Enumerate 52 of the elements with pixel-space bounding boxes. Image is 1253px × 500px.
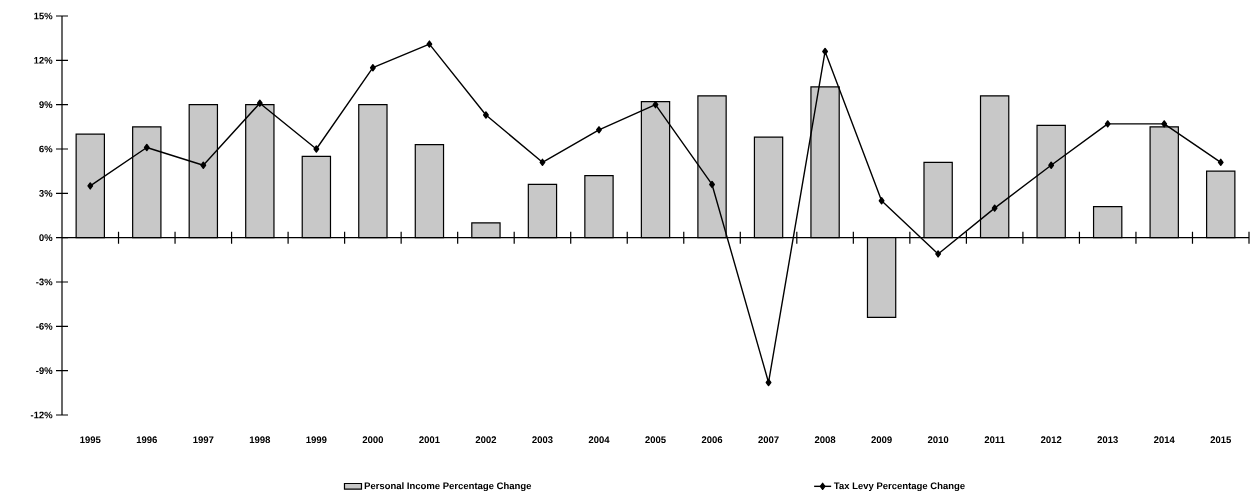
y-tick-label: 15% — [34, 12, 53, 20]
x-tick-label: 2008 — [814, 436, 836, 444]
x-tick-label: 2014 — [1153, 436, 1175, 444]
point — [313, 145, 320, 153]
x-tick-label: 2002 — [475, 436, 497, 444]
y-tick-label: -3% — [36, 278, 53, 286]
x-tick-label: 1999 — [306, 436, 327, 444]
x-tick-label: 2011 — [984, 436, 1005, 444]
x-tick-label: 2013 — [1097, 436, 1118, 444]
x-tick-label: 2007 — [758, 436, 779, 444]
point — [1048, 161, 1055, 169]
point — [426, 40, 433, 48]
point — [256, 99, 263, 107]
x-tick-label: 2015 — [1210, 436, 1232, 444]
point — [1161, 120, 1168, 128]
point — [369, 64, 376, 72]
y-tick-label: 6% — [39, 145, 53, 153]
point — [482, 111, 489, 119]
point — [878, 197, 885, 205]
point — [87, 182, 94, 190]
point — [935, 250, 942, 258]
y-tick-label: -9% — [36, 367, 53, 375]
y-tick-label: 3% — [39, 189, 53, 197]
point — [539, 158, 546, 166]
x-tick-label: 1997 — [193, 436, 214, 444]
point — [1217, 158, 1224, 166]
x-tick-label: 2001 — [419, 436, 440, 444]
point — [822, 47, 829, 56]
y-tick-label: -12% — [30, 411, 53, 419]
point — [765, 378, 772, 387]
point — [143, 143, 150, 152]
x-tick-label: 2000 — [362, 436, 384, 444]
x-tick-label: 1998 — [249, 436, 271, 444]
x-tick-label: 2009 — [871, 436, 892, 444]
x-tick-label: 2004 — [588, 436, 610, 444]
x-tick-label: 2010 — [927, 436, 949, 444]
x-tick-label: 1996 — [136, 436, 157, 444]
y-tick-label: 9% — [39, 101, 53, 109]
y-tick-label: 12% — [34, 56, 53, 64]
point — [596, 126, 602, 134]
legend-label: Personal Income Percentage Change — [364, 482, 532, 492]
y-tick-label: 0% — [39, 234, 53, 242]
x-tick-label: 2012 — [1040, 436, 1062, 444]
x-tick-label: 2006 — [701, 436, 723, 444]
y-tick-label: -6% — [36, 322, 53, 330]
x-tick-label: 1995 — [80, 436, 101, 444]
x-tick-label: 2003 — [532, 436, 553, 444]
point — [200, 161, 207, 169]
legend-label: Tax Levy Percentage Change — [833, 482, 965, 492]
point — [991, 204, 998, 212]
point — [1104, 120, 1111, 128]
x-tick-label: 2005 — [645, 436, 666, 444]
